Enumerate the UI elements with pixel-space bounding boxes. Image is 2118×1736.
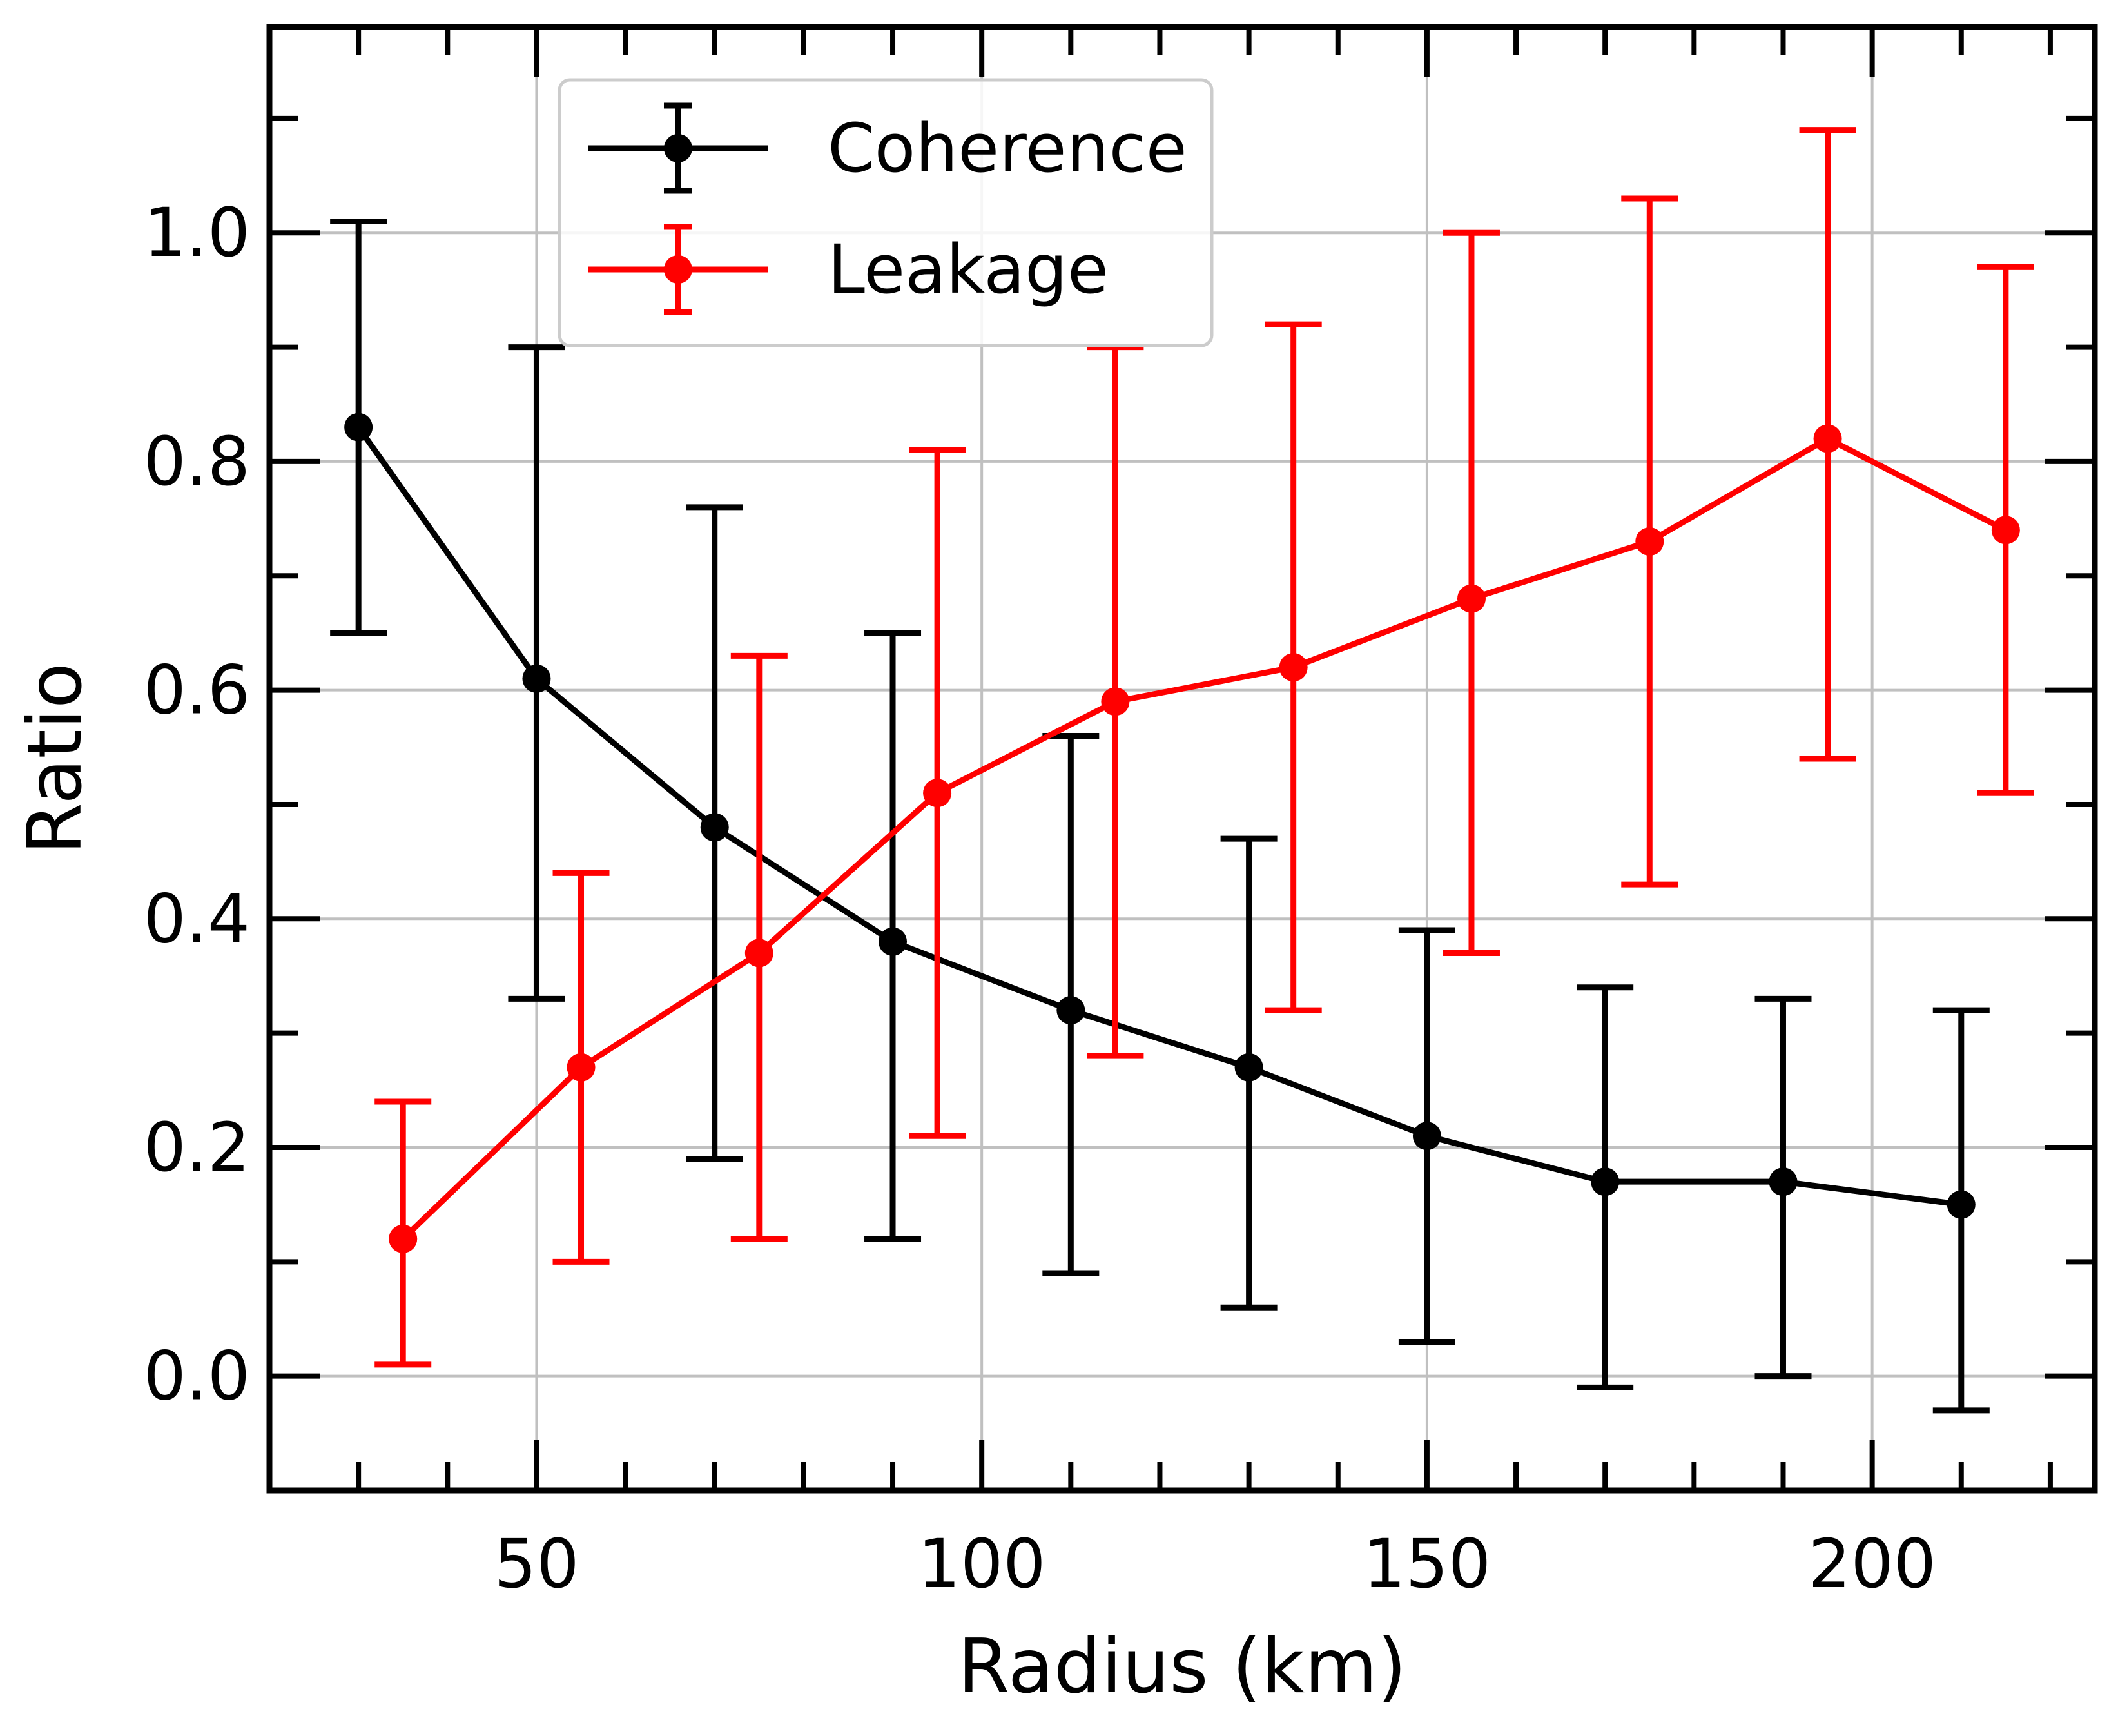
leakage-line	[401, 435, 2007, 1242]
leakage-point	[567, 1053, 596, 1082]
y-axis-label: Ratio	[12, 663, 99, 855]
leakage-point	[1991, 516, 2020, 545]
coherence-point	[1947, 1190, 1976, 1219]
legend-entries: Coherence Leakage	[588, 102, 1187, 315]
legend-marker-coherence	[664, 134, 692, 162]
leakage-point	[389, 1224, 418, 1253]
legend: Coherence Leakage	[558, 78, 1214, 347]
coherence-point	[1591, 1167, 1620, 1196]
x-tick-label: 50	[494, 1525, 579, 1603]
coherence-line	[356, 425, 1962, 1208]
leakage-point	[923, 779, 952, 808]
leakage-point	[1101, 687, 1130, 716]
x-tick-label: 200	[1808, 1525, 1936, 1603]
legend-label-leakage: Leakage	[828, 230, 1109, 309]
leakage-point	[744, 939, 773, 968]
y-tick-label: 0.0	[144, 1337, 250, 1416]
series-layer	[330, 127, 2034, 1414]
coherence-point	[1056, 996, 1085, 1025]
leakage-series	[374, 127, 2034, 1368]
y-tick-label: 1.0	[144, 193, 250, 272]
ticklabel-layer: 50 100 150 200 0.0 0.2 0.4 0.6 0.8 1.0	[144, 193, 1936, 1603]
leakage-point	[1813, 424, 1842, 453]
leakage-point	[1635, 527, 1664, 556]
coherence-point	[344, 413, 373, 442]
tick-layer	[269, 27, 2095, 1490]
legend-entry-coherence: Coherence	[588, 102, 1187, 194]
x-axis-label: Radius (km)	[958, 1623, 1407, 1710]
y-tick-label: 0.2	[144, 1108, 250, 1187]
coherence-series	[330, 218, 1990, 1414]
coherence-point	[1769, 1167, 1798, 1196]
y-tick-label: 0.4	[144, 879, 250, 958]
x-tick-label: 100	[918, 1525, 1046, 1603]
y-tick-label: 0.6	[144, 651, 250, 730]
coherence-point	[522, 664, 551, 693]
legend-entry-leakage: Leakage	[588, 224, 1109, 315]
plot-frame	[266, 24, 2098, 1494]
legend-label-coherence: Coherence	[828, 109, 1187, 188]
leakage-point	[1279, 653, 1308, 682]
legend-marker-leakage	[664, 255, 692, 284]
x-tick-label: 150	[1363, 1525, 1491, 1603]
coherence-point	[879, 927, 908, 956]
coherence-point	[700, 813, 729, 842]
coherence-point	[1234, 1053, 1263, 1082]
coherence-point	[1412, 1122, 1441, 1151]
leakage-point	[1457, 584, 1486, 613]
y-tick-label: 0.8	[144, 422, 250, 501]
